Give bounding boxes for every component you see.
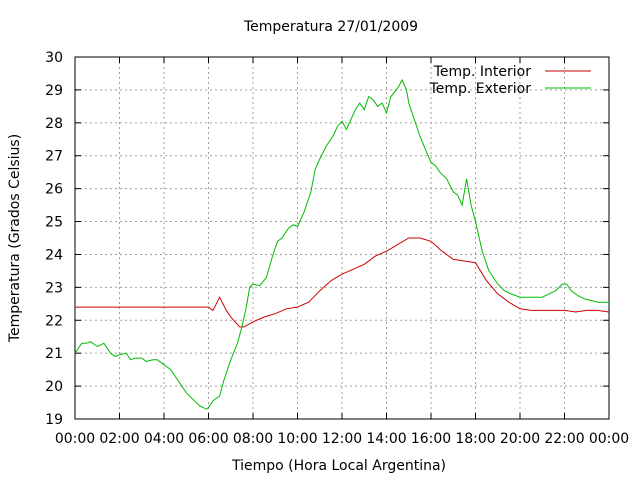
y-tick-label: 27 — [45, 149, 63, 165]
y-tick-label: 25 — [45, 215, 63, 231]
x-tick-label: 16:00 — [411, 431, 451, 447]
x-tick-label: 10:00 — [277, 431, 317, 447]
x-tick-label: 04:00 — [144, 431, 184, 447]
series-line-exterior — [74, 78, 609, 410]
y-tick-label: 21 — [45, 346, 63, 362]
x-tick-label: 22:00 — [544, 431, 584, 447]
y-tick-label: 26 — [45, 182, 63, 198]
grid-lines — [75, 57, 609, 419]
series-layer — [74, 78, 610, 410]
y-tick-label: 29 — [45, 83, 63, 99]
x-tick-label: 08:00 — [233, 431, 273, 447]
y-tick-label: 30 — [45, 50, 63, 66]
x-tick-label: 00:00 — [589, 431, 629, 447]
x-tick-label: 12:00 — [322, 431, 362, 447]
x-tick-label: 20:00 — [500, 431, 540, 447]
series-line-interior — [75, 237, 610, 328]
y-tick-label: 23 — [45, 280, 63, 296]
x-tick-label: 18:00 — [455, 431, 495, 447]
x-axis-label: Tiempo (Hora Local Argentina) — [231, 458, 446, 474]
y-axis-label: Temperatura (Grados Celsius) — [7, 134, 23, 343]
x-tick-label: 02:00 — [99, 431, 139, 447]
legend-label: Temp. Interior — [433, 64, 532, 80]
y-tick-label: 28 — [45, 116, 63, 132]
chart-title: Temperatura 27/01/2009 — [243, 19, 418, 35]
y-tick-label: 22 — [45, 313, 63, 329]
axis-ticks: 00:00 02:00 04:00 06:00 08:00 10:00 12:00 14:00… — [45, 50, 629, 447]
x-tick-label: 06:00 — [188, 431, 228, 447]
y-tick-label: 24 — [45, 247, 63, 263]
legend-label: Temp. Exterior — [429, 81, 532, 97]
x-tick-label: 00:00 — [55, 431, 95, 447]
y-tick-label: 20 — [45, 379, 63, 395]
x-tick-label: 14:00 — [366, 431, 406, 447]
y-tick-label: 19 — [45, 412, 63, 428]
